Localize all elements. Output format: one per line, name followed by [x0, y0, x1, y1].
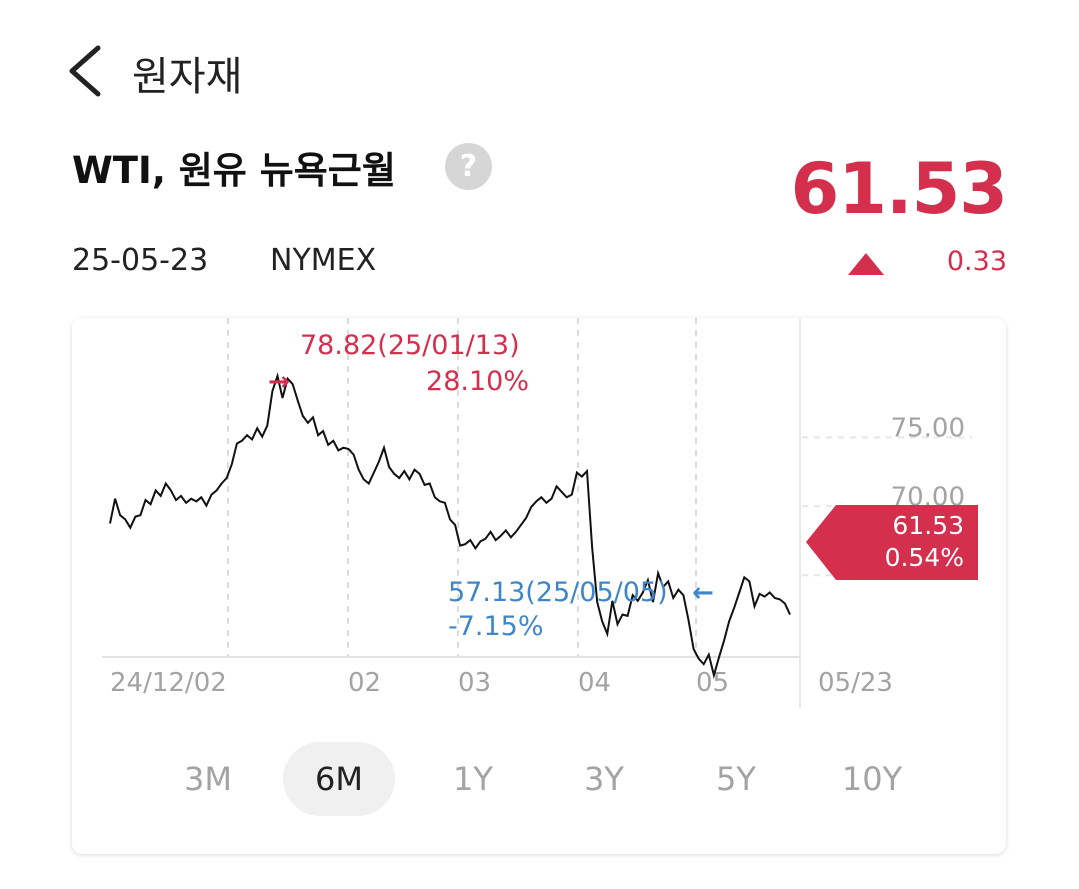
low-percent-label: -7.15% — [448, 611, 544, 642]
current-price-tag — [806, 505, 978, 580]
x-tick-label: 04 — [578, 668, 611, 698]
low-price-label: 57.13(25/05/05) — [448, 577, 668, 608]
current-price: 61.53 — [790, 148, 1008, 230]
chevron-left-icon — [69, 45, 101, 97]
current-price-tag-percent: 0.54% — [885, 543, 964, 572]
period-button-5y[interactable]: 5Y — [716, 760, 756, 798]
help-icon[interactable]: ? — [445, 143, 492, 190]
back-button[interactable] — [62, 40, 112, 102]
price-change: 0.33 — [946, 246, 1007, 277]
page-title: 원자재 — [132, 54, 243, 100]
x-tick-label: 03 — [458, 668, 491, 698]
up-triangle-icon — [848, 253, 884, 275]
period-button-6m[interactable]: 6M — [283, 742, 395, 816]
x-end-label: 05/23 — [818, 668, 893, 698]
period-button-10y[interactable]: 10Y — [841, 760, 903, 798]
x-tick-label: 24/12/02 — [110, 668, 227, 698]
x-tick-label: 02 — [348, 668, 381, 698]
period-button-3m[interactable]: 3M — [184, 760, 232, 798]
price-chart[interactable]: 75.0070.0065.0024/12/020203040505/2378.8… — [72, 318, 1006, 718]
arrow-right-icon: → — [268, 367, 290, 397]
y-tick-label: 75.00 — [891, 413, 965, 443]
high-price-label: 78.82(25/01/13) — [300, 330, 520, 361]
arrow-left-icon: ← — [692, 578, 714, 608]
chart-card: 75.0070.0065.0024/12/020203040505/2378.8… — [72, 318, 1006, 854]
current-price-tag-value: 61.53 — [892, 511, 964, 540]
high-percent-label: 28.10% — [426, 366, 529, 397]
exchange-name: NYMEX — [270, 243, 377, 278]
price-line — [109, 372, 791, 680]
period-button-1y[interactable]: 1Y — [453, 760, 493, 798]
asset-name: WTI, 원유 뉴욕근월 — [72, 149, 396, 192]
app-header: 원자재 — [0, 0, 1079, 140]
period-button-3y[interactable]: 3Y — [584, 760, 624, 798]
quote-date: 25-05-23 — [72, 243, 209, 278]
